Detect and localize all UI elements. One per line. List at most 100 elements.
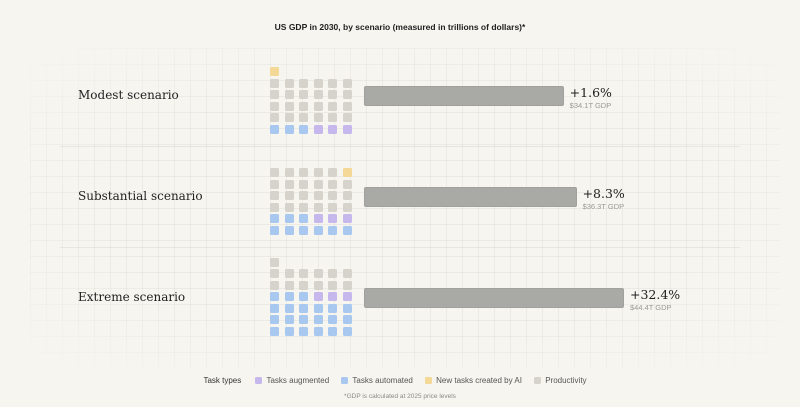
task-cell-automated — [270, 326, 279, 336]
task-cell-augmented — [328, 292, 337, 301]
task-cell-productivity — [328, 202, 337, 212]
scenario-label: Substantial scenario — [78, 189, 203, 203]
task-cell-automated — [328, 225, 337, 235]
task-cell-productivity — [299, 113, 308, 122]
legend-swatch-automated — [341, 376, 349, 384]
task-cell-automated — [270, 225, 279, 235]
task-cell-automated — [328, 315, 337, 324]
row-separator — [60, 247, 740, 248]
task-cell-automated — [313, 315, 323, 324]
task-cell-augmented — [313, 124, 323, 134]
task-cell-automated — [284, 326, 294, 336]
task-cell-productivity — [313, 168, 323, 177]
task-cell-productivity — [270, 191, 279, 200]
task-cell-productivity — [328, 113, 337, 122]
task-cell-productivity — [284, 78, 294, 88]
task-cell-productivity — [313, 191, 323, 200]
task-cell-productivity — [284, 90, 294, 99]
task-cell-productivity — [270, 78, 279, 88]
task-cell-augmented — [342, 214, 352, 223]
legend: Task types Tasks augmented Tasks automat… — [0, 376, 800, 385]
task-cell-automated — [270, 292, 279, 301]
task-cell-productivity — [342, 101, 352, 111]
task-cell-productivity — [299, 191, 308, 200]
gdp-bar — [364, 288, 624, 308]
legend-item-new-tasks: New tasks created by AI — [425, 376, 522, 385]
task-cell-automated — [284, 124, 294, 134]
task-cell-productivity — [313, 202, 323, 212]
task-cell-productivity — [299, 280, 308, 290]
task-cell-productivity — [328, 168, 337, 177]
footnote: *GDP is calculated at 2025 price levels — [344, 393, 456, 400]
task-cell-productivity — [328, 101, 337, 111]
task-cell-productivity — [313, 179, 323, 189]
task-cell-productivity — [342, 78, 352, 88]
task-cell-productivity — [284, 202, 294, 212]
task-cell-productivity — [328, 191, 337, 200]
legend-label-productivity: Productivity — [545, 376, 587, 385]
task-cell-automated — [342, 326, 352, 336]
task-cell-productivity — [342, 191, 352, 200]
task-cell-augmented — [328, 124, 337, 134]
task-cell-productivity — [313, 113, 323, 122]
task-cell-productivity — [328, 78, 337, 88]
legend-swatch-new-tasks — [425, 376, 433, 384]
task-cell-automated — [299, 124, 308, 134]
task-cell-automated — [342, 225, 352, 235]
task-cell-automated — [328, 303, 337, 313]
task-cell-automated — [284, 214, 294, 223]
task-cell-automated — [270, 315, 279, 324]
task-cell-productivity — [342, 90, 352, 99]
task-cell-augmented — [342, 292, 352, 301]
task-cell-productivity — [313, 90, 323, 99]
legend-title: Task types — [203, 376, 242, 385]
task-cell-productivity — [284, 113, 294, 122]
task-cell-productivity — [299, 101, 308, 111]
task-cell-augmented — [313, 214, 323, 223]
task-cell-automated — [284, 225, 294, 235]
task-cell-automated — [299, 225, 308, 235]
task-cell-productivity — [270, 179, 279, 189]
task-cell-automated — [299, 214, 308, 223]
scenario-label: Modest scenario — [78, 88, 179, 102]
task-cell-productivity — [328, 280, 337, 290]
task-cell-automated — [299, 292, 308, 301]
task-cell-augmented — [328, 214, 337, 223]
task-cell-new — [270, 67, 279, 76]
task-cell-automated — [342, 315, 352, 324]
legend-swatch-productivity — [534, 376, 542, 384]
task-cell-productivity — [270, 280, 279, 290]
legend-item-augmented: Tasks augmented — [255, 376, 329, 385]
task-cell-productivity — [270, 168, 279, 177]
task-cell-productivity — [328, 179, 337, 189]
task-cell-productivity — [299, 179, 308, 189]
scenario-label: Extreme scenario — [78, 290, 186, 304]
task-cell-automated — [299, 315, 308, 324]
task-cell-automated — [284, 292, 294, 301]
task-cell-automated — [299, 303, 308, 313]
task-cell-productivity — [284, 179, 294, 189]
task-cell-automated — [299, 326, 308, 336]
task-cell-automated — [270, 214, 279, 223]
gdp-bar — [364, 86, 564, 106]
task-cell-productivity — [313, 101, 323, 111]
task-cell-productivity — [342, 269, 352, 278]
task-cell-productivity — [284, 191, 294, 200]
task-cell-productivity — [313, 269, 323, 278]
legend-label-augmented: Tasks augmented — [266, 376, 330, 385]
legend-swatch-augmented — [255, 376, 263, 384]
task-cell-productivity — [270, 90, 279, 99]
task-cell-productivity — [328, 269, 337, 278]
legend-item-productivity: Productivity — [534, 376, 587, 385]
task-cell-productivity — [299, 168, 308, 177]
task-cell-automated — [313, 225, 323, 235]
row-separator — [60, 146, 740, 147]
task-cell-productivity — [284, 269, 294, 278]
task-cell-productivity — [299, 78, 308, 88]
task-cell-automated — [284, 303, 294, 313]
task-cell-automated — [342, 303, 352, 313]
gdp-value-label: $34.1T GDP — [569, 101, 612, 110]
task-cell-automated — [284, 315, 294, 324]
legend-item-automated: Tasks automated — [341, 376, 413, 385]
task-cell-productivity — [270, 257, 279, 267]
